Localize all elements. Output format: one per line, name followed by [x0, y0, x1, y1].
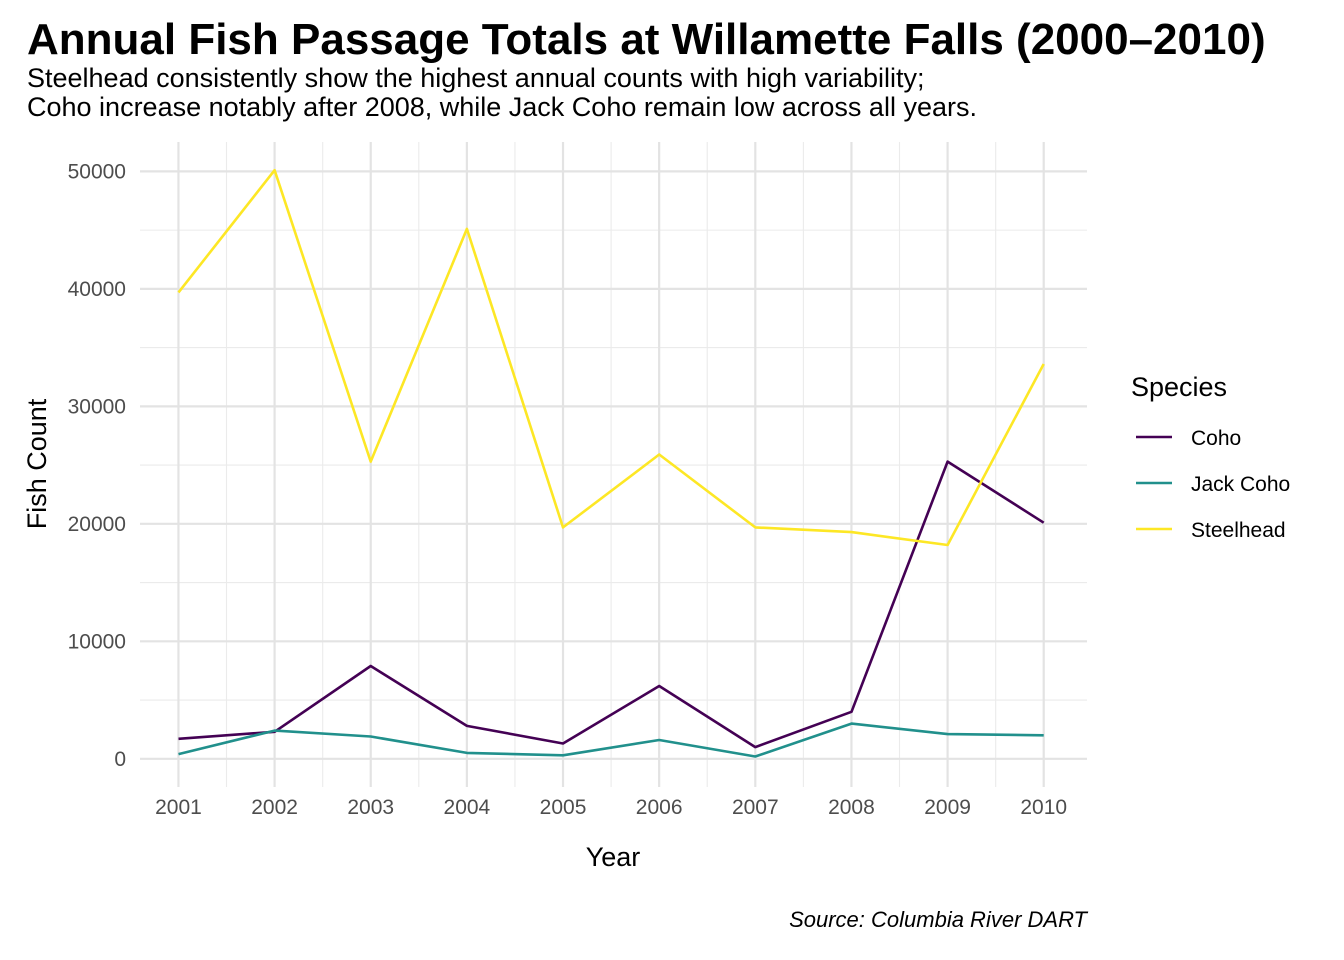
chart-subtitle: Steelhead consistently show the highest … — [27, 64, 977, 122]
x-axis-label: Year — [586, 842, 641, 872]
x-tick-label: 2009 — [924, 796, 971, 819]
series-line-coho — [178, 460, 1045, 749]
x-tick-label: 2006 — [636, 796, 683, 819]
y-tick-label: 20000 — [68, 513, 126, 536]
x-axis-ticks: 2001 2002 2003 2004 2005 2006 2007 2008 2009 2010 — [155, 796, 1067, 819]
y-axis-ticks: 0 10000 20000 30000 40000 50000 — [68, 160, 126, 770]
x-tick-label: 2003 — [347, 796, 394, 819]
x-tick-label: 2004 — [444, 796, 491, 819]
legend-label-coho: Coho — [1191, 427, 1241, 450]
series-line-jack-coho — [178, 722, 1044, 758]
chart-title: Annual Fish Passage Totals at Willamette… — [27, 15, 1266, 64]
x-tick-label: 2005 — [540, 796, 587, 819]
y-tick-label: 50000 — [68, 160, 126, 183]
y-tick-label: 30000 — [68, 395, 126, 418]
legend-label-steelhead: Steelhead — [1191, 519, 1286, 542]
x-tick-label: 2010 — [1020, 796, 1067, 819]
y-axis-label: Fish Count — [22, 398, 52, 529]
series-line-steelhead — [177, 168, 1045, 547]
y-tick-label: 10000 — [68, 630, 126, 653]
y-tick-label: 40000 — [68, 278, 126, 301]
series-lines — [177, 168, 1045, 758]
grid — [140, 142, 1087, 787]
subtitle-line-1: Steelhead consistently show the highest … — [27, 63, 925, 93]
chart-caption: Source: Columbia River DART — [789, 907, 1087, 932]
subtitle-line-2: Coho increase notably after 2008, while … — [27, 92, 977, 122]
legend-title: Species — [1131, 372, 1227, 402]
x-tick-label: 2002 — [251, 796, 298, 819]
y-tick-label: 0 — [114, 748, 126, 771]
x-tick-label: 2008 — [828, 796, 875, 819]
x-tick-label: 2001 — [155, 796, 202, 819]
legend-label-jack-coho: Jack Coho — [1191, 473, 1290, 496]
x-tick-label: 2007 — [732, 796, 779, 819]
legend: Species Coho Jack Coho Steelhead — [1131, 372, 1290, 542]
